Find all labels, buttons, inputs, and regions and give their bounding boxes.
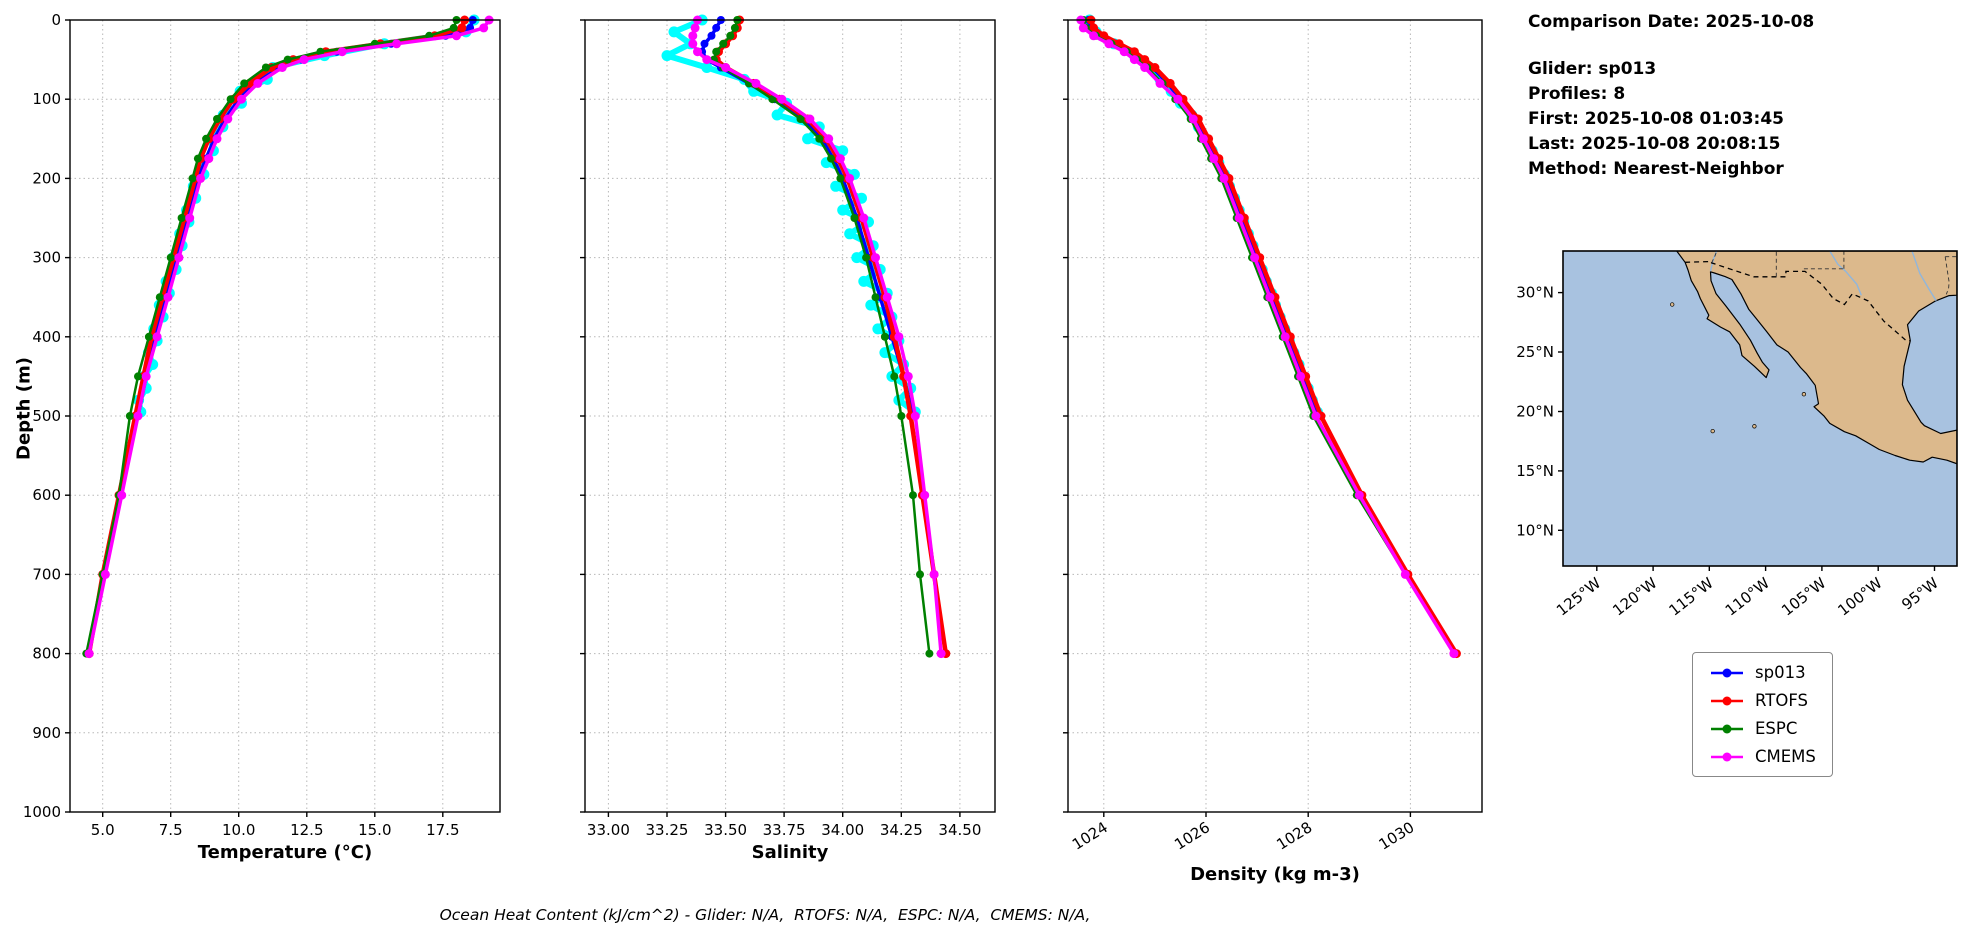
svg-text:1026: 1026 (1171, 818, 1213, 854)
svg-text:15°N: 15°N (1516, 462, 1554, 480)
comparison-method: Method: Nearest-Neighbor (1528, 159, 1784, 179)
svg-text:900: 900 (32, 724, 61, 742)
svg-text:300: 300 (32, 249, 61, 267)
svg-text:34.25: 34.25 (880, 821, 923, 839)
svg-text:12.5: 12.5 (290, 821, 323, 839)
svg-text:115°W: 115°W (1666, 574, 1717, 620)
last-profile-time: Last: 2025-10-08 20:08:15 (1528, 134, 1781, 154)
x-axis-label-salinity: Salinity (751, 842, 829, 863)
svg-text:20°N: 20°N (1516, 403, 1554, 421)
svg-text:1028: 1028 (1273, 818, 1315, 854)
panel-salinity: 33.00 33.25 33.50 33.75 34.00 34.25 34.50 (580, 14, 996, 839)
profiles-count: Profiles: 8 (1528, 84, 1626, 104)
svg-text:5.0: 5.0 (91, 821, 115, 839)
svg-text:1024: 1024 (1069, 818, 1111, 854)
svg-text:110°W: 110°W (1722, 574, 1773, 620)
svg-text:600: 600 (32, 486, 61, 504)
svg-text:25°N: 25°N (1516, 343, 1554, 361)
legend-label: CMEMS (1755, 747, 1816, 766)
legend-line-sample (1711, 696, 1743, 705)
svg-text:400: 400 (32, 328, 61, 346)
svg-text:125°W: 125°W (1553, 574, 1604, 620)
svg-text:33.00: 33.00 (587, 821, 630, 839)
x-axis-label-density: Density (kg m-3) (1190, 864, 1360, 885)
ohc-footer-text: Ocean Heat Content (kJ/cm^2) - Glider: N… (439, 906, 1091, 924)
legend-label: ESPC (1755, 719, 1798, 738)
svg-text:30°N: 30°N (1516, 284, 1554, 302)
legend-item-cmems: CMEMS (1709, 747, 1816, 766)
y-axis-label: Depth (m) (13, 357, 35, 460)
panel-density: 1024 1026 1028 1030 (1063, 14, 1483, 854)
legend-item-espc: ESPC (1709, 719, 1816, 738)
svg-text:15.0: 15.0 (358, 821, 391, 839)
map-land (1670, 251, 1957, 465)
svg-text:33.75: 33.75 (763, 821, 806, 839)
legend-line-sample (1711, 752, 1743, 761)
svg-text:1030: 1030 (1376, 818, 1418, 854)
svg-text:10.0: 10.0 (222, 821, 255, 839)
svg-text:33.50: 33.50 (704, 821, 747, 839)
svg-text:200: 200 (32, 169, 61, 187)
svg-text:120°W: 120°W (1609, 574, 1660, 620)
svg-text:500: 500 (32, 407, 61, 425)
x-axis-label-temperature: Temperature (°C) (197, 842, 373, 863)
svg-text:100°W: 100°W (1834, 574, 1885, 620)
svg-text:95°W: 95°W (1898, 574, 1942, 614)
svg-text:34.50: 34.50 (938, 821, 981, 839)
profile-charts: 5.0 7.5 10.0 12.5 15.0 17.5 0 100 200 300 400 500 60… (23, 11, 1483, 854)
info-panel: Comparison Date: 2025-10-08 Glider: sp01… (1528, 10, 1814, 182)
location-map: 30°N 25°N 20°N 15°N 10°N 125°W 120°W 115°W 110°W… (1516, 250, 1958, 620)
svg-text:700: 700 (32, 565, 61, 583)
panel-temperature: 5.0 7.5 10.0 12.5 15.0 17.5 0 100 200 300 400 500 60… (23, 11, 501, 839)
svg-text:34.00: 34.00 (821, 821, 864, 839)
svg-text:0: 0 (51, 11, 61, 29)
svg-text:100: 100 (32, 90, 61, 108)
info-gap (1528, 35, 1814, 57)
svg-text:1000: 1000 (23, 803, 61, 821)
svg-text:105°W: 105°W (1778, 574, 1829, 620)
legend-label: RTOFS (1755, 691, 1809, 710)
first-profile-time: First: 2025-10-08 01:03:45 (1528, 109, 1785, 129)
legend-label: sp013 (1755, 663, 1806, 682)
svg-text:17.5: 17.5 (426, 821, 459, 839)
svg-text:7.5: 7.5 (159, 821, 183, 839)
svg-text:33.25: 33.25 (646, 821, 689, 839)
svg-text:800: 800 (32, 645, 61, 663)
legend-line-sample (1711, 668, 1743, 677)
glider-id: Glider: sp013 (1528, 59, 1657, 79)
legend-line-sample (1711, 724, 1743, 733)
legend: sp013 RTOFS ESPC CMEMS (1692, 652, 1833, 777)
comparison-date: Comparison Date: 2025-10-08 (1528, 12, 1815, 32)
svg-text:10°N: 10°N (1516, 521, 1554, 539)
legend-item-rtofs: RTOFS (1709, 691, 1816, 710)
legend-item-sp013: sp013 (1709, 663, 1816, 682)
